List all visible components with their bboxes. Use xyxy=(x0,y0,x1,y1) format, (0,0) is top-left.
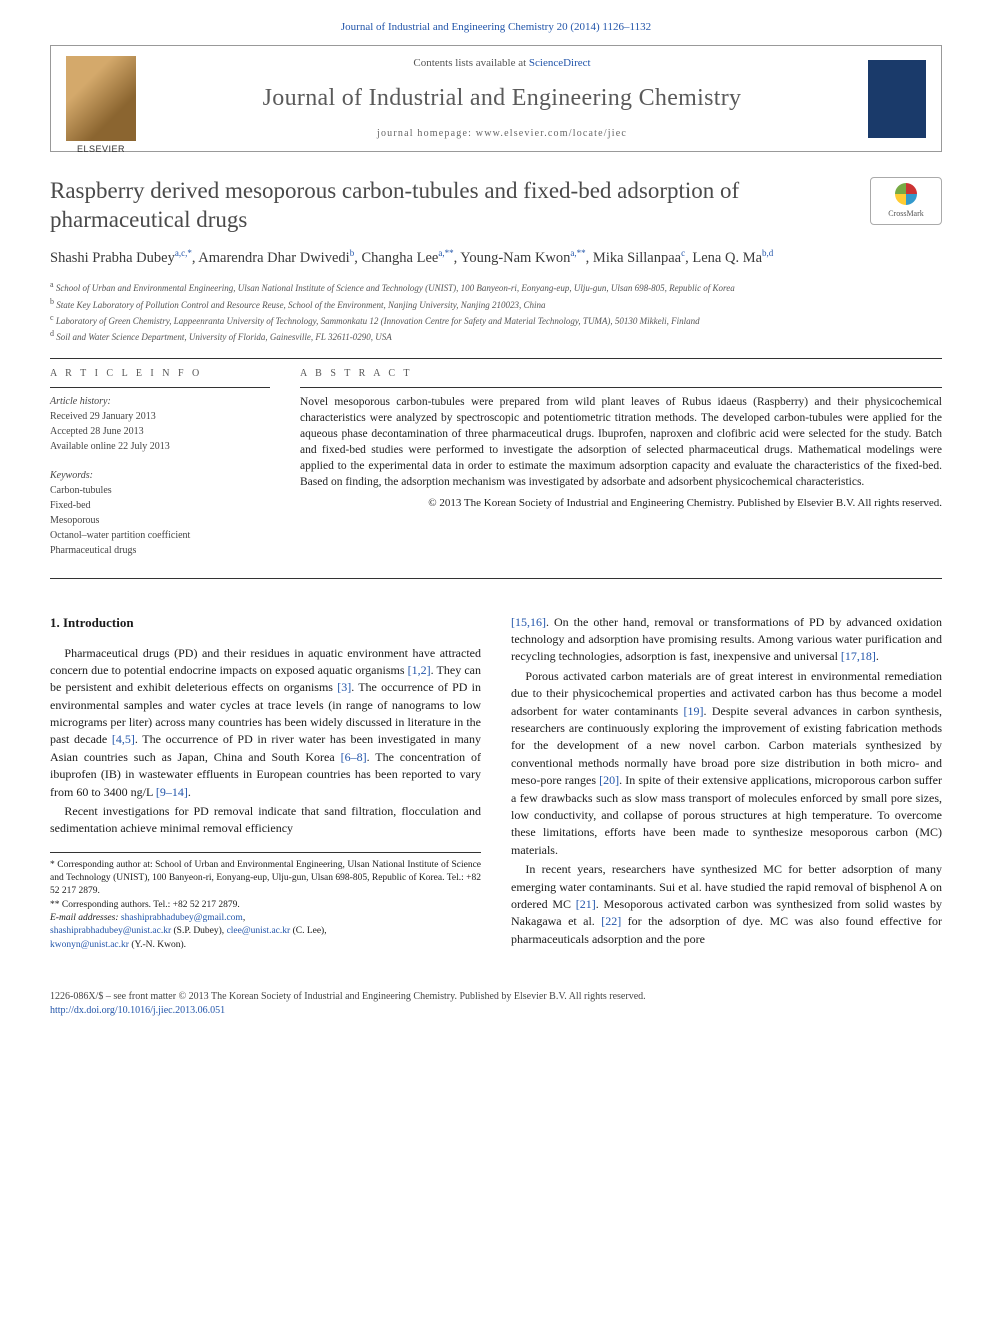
authors-list: Shashi Prabha Dubeya,c,*, Amarendra Dhar… xyxy=(50,247,942,270)
ref-link[interactable]: [6–8] xyxy=(341,750,367,764)
abstract-text: Novel mesoporous carbon-tubules were pre… xyxy=(300,394,942,491)
ref-link[interactable]: [22] xyxy=(601,914,621,928)
body-paragraph: Pharmaceutical drugs (PD) and their resi… xyxy=(50,645,481,802)
elsevier-logo xyxy=(66,56,136,141)
doi-link[interactable]: http://dx.doi.org/10.1016/j.jiec.2013.06… xyxy=(50,1005,225,1016)
email-link[interactable]: kwonyn@unist.ac.kr xyxy=(50,940,129,950)
section-heading: 1. Introduction xyxy=(50,614,481,633)
keyword-item: Mesoporous xyxy=(50,513,270,528)
ref-link[interactable]: [17,18] xyxy=(841,649,876,663)
footer: 1226-086X/$ – see front matter © 2013 Th… xyxy=(50,982,942,1018)
email-link[interactable]: shashiprabhadubey@unist.ac.kr xyxy=(50,926,171,936)
ref-link[interactable]: [1,2] xyxy=(408,663,431,677)
ref-link[interactable]: [15,16] xyxy=(511,615,546,629)
body-paragraph: Porous activated carbon materials are of… xyxy=(511,668,942,859)
journal-cover-thumb xyxy=(868,60,926,138)
email-link[interactable]: clee@unist.ac.kr xyxy=(227,926,291,936)
header-box: Contents lists available at ScienceDirec… xyxy=(50,45,942,152)
accepted-date: Accepted 28 June 2013 xyxy=(50,424,270,439)
ref-link[interactable]: [4,5] xyxy=(112,732,135,746)
keyword-item: Octanol–water partition coefficient xyxy=(50,528,270,543)
homepage-line: journal homepage: www.elsevier.com/locat… xyxy=(151,127,853,141)
article-info-head: A R T I C L E I N F O xyxy=(50,367,270,381)
abstract-copyright: © 2013 The Korean Society of Industrial … xyxy=(300,496,942,511)
keywords-label: Keywords: xyxy=(50,468,270,483)
article-history: Article history: Received 29 January 201… xyxy=(50,394,270,454)
crossmark-icon xyxy=(895,183,917,205)
history-label: Article history: xyxy=(50,394,270,409)
contents-line: Contents lists available at ScienceDirec… xyxy=(151,56,853,71)
footnote-corresponding: * Corresponding author at: School of Urb… xyxy=(50,859,481,899)
article-info-col: A R T I C L E I N F O Article history: R… xyxy=(50,367,270,572)
ref-link[interactable]: [9–14] xyxy=(156,785,188,799)
received-date: Received 29 January 2013 xyxy=(50,409,270,424)
footnote-corresponding-2: ** Corresponding authors. Tel.: +82 52 2… xyxy=(50,899,481,912)
online-date: Available online 22 July 2013 xyxy=(50,439,270,454)
ref-link[interactable]: [21] xyxy=(576,897,596,911)
affiliations: a School of Urban and Environmental Engi… xyxy=(50,279,942,343)
keyword-item: Pharmaceutical drugs xyxy=(50,543,270,558)
crossmark-badge[interactable]: CrossMark xyxy=(870,177,942,225)
crossmark-label: CrossMark xyxy=(888,208,924,219)
ref-link[interactable]: [20] xyxy=(599,773,619,787)
contents-prefix: Contents lists available at xyxy=(413,57,528,69)
citation-line: Journal of Industrial and Engineering Ch… xyxy=(50,20,942,35)
abstract-col: A B S T R A C T Novel mesoporous carbon-… xyxy=(300,367,942,572)
divider xyxy=(50,578,942,579)
body-columns: 1. Introduction Pharmaceutical drugs (PD… xyxy=(50,614,942,952)
footnotes: * Corresponding author at: School of Urb… xyxy=(50,852,481,952)
body-paragraph: [15,16]. On the other hand, removal or t… xyxy=(511,614,942,666)
divider xyxy=(50,358,942,359)
journal-name: Journal of Industrial and Engineering Ch… xyxy=(151,82,853,116)
ref-link[interactable]: [3] xyxy=(337,680,351,694)
ref-link[interactable]: [19] xyxy=(684,704,704,718)
divider xyxy=(300,387,942,388)
body-paragraph: In recent years, researchers have synthe… xyxy=(511,861,942,948)
keyword-item: Carbon-tubules xyxy=(50,483,270,498)
header-center: Contents lists available at ScienceDirec… xyxy=(151,56,853,141)
article-title: Raspberry derived mesoporous carbon-tubu… xyxy=(50,177,850,235)
keyword-item: Fixed-bed xyxy=(50,498,270,513)
body-paragraph: Recent investigations for PD removal ind… xyxy=(50,803,481,838)
sciencedirect-link[interactable]: ScienceDirect xyxy=(529,57,591,69)
keywords-block: Keywords: Carbon-tubulesFixed-bedMesopor… xyxy=(50,468,270,558)
email-link[interactable]: shashiprabhadubey@gmail.com xyxy=(121,913,243,923)
abstract-head: A B S T R A C T xyxy=(300,367,942,381)
footer-copyright: 1226-086X/$ – see front matter © 2013 Th… xyxy=(50,990,942,1004)
divider xyxy=(50,387,270,388)
footnote-emails: E-mail addresses: shashiprabhadubey@gmai… xyxy=(50,912,481,952)
